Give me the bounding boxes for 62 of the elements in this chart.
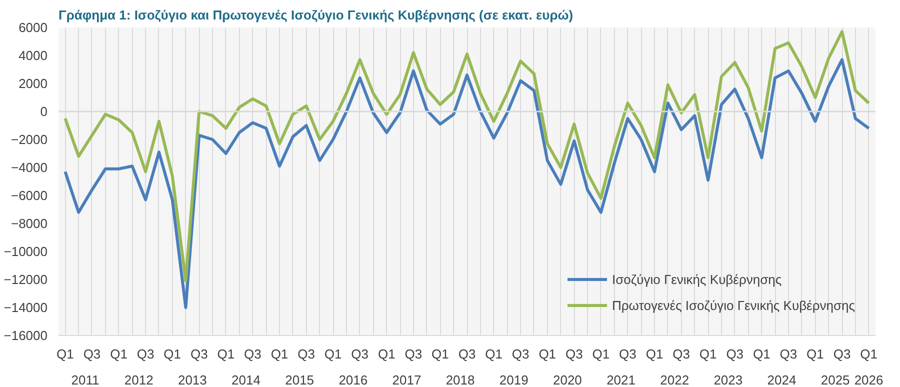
text: 2025 [820,372,850,387]
x-tick-label: Q1 [217,346,235,362]
x-tick-label: Q3 [298,346,315,362]
x-tick-label: Q1 [592,346,610,362]
x-tick-label: Q3 [244,346,262,362]
chart-title: Γράφημα 1: Ισοζύγιο και Πρωτογενές Ισοζύγιο Γενικής Κυβέρνησης (σε εκατ. ευρώ) [58,8,574,22]
x-tick-label: Q3 [351,346,369,362]
x-tick-label: Q1 [324,346,342,362]
text: 2015 [285,372,314,387]
text: 2014 [232,372,260,387]
x-tick-label: Q1 [538,346,556,362]
text: 2023 [714,372,743,387]
text: 2020 [552,372,582,387]
x-tick-label: Q3 [190,346,208,362]
y-tick-label: −14000 [4,300,48,315]
x-tick-label: Q1 [699,346,717,362]
text: 2013 [178,372,207,387]
text: 2022 [660,372,690,387]
x-tick-label: Q3 [136,346,154,362]
x-tick-label: Q3 [672,346,690,362]
text: 2024 [767,372,796,387]
x-tick-label: Q1 [646,346,664,362]
x-tick-label: Q1 [164,346,182,362]
x-tick-label: Q1 [806,346,824,362]
x-tick-label: Q1 [270,346,288,362]
y-tick-label: 4000 [18,48,48,63]
x-tick-label: Q3 [565,346,583,362]
text: 2016 [338,372,368,387]
legend-label: Πρωτογενές Ισοζύγιο Γενικής Κυβέρνησης [612,298,855,312]
x-tick-label: Q3 [619,346,636,362]
y-tick-label: −2000 [10,132,48,147]
x-tick-label: Q3 [833,346,851,362]
y-tick-label: 0 [40,104,48,119]
y-tick-label: 6000 [18,20,48,35]
y-tick-label: −6000 [10,188,48,203]
text: 2011 [71,372,100,387]
x-tick-label: Q1 [378,346,396,362]
x-tick-label: Q3 [780,346,798,362]
y-tick-label: −16000 [4,328,48,343]
y-tick-label: −4000 [10,160,48,175]
x-tick-label: Q3 [83,346,101,362]
x-tick-label: Q1 [860,346,878,362]
text: 2018 [446,372,475,387]
x-tick-label: Q1 [110,346,128,362]
text: 2017 [392,372,422,387]
text: 2021 [606,372,636,387]
text: 2012 [124,372,154,387]
x-tick-label: Q1 [485,346,502,362]
x-tick-label: Q1 [432,346,449,362]
y-tick-label: −12000 [4,272,48,287]
x-tick-label: Q3 [404,346,422,362]
x-tick-label: Q3 [512,346,530,362]
y-tick-label: 2000 [18,76,48,91]
text: 2019 [499,372,528,387]
y-tick-label: −10000 [4,244,48,259]
y-tick-label: −8000 [10,216,48,231]
text: 2026 [854,372,884,387]
legend-label: Ισοζύγιο Γενικής Κυβέρνησης [612,272,782,286]
x-tick-label: Q3 [726,346,744,362]
x-tick-label: Q1 [56,346,74,362]
x-tick-label: Q1 [752,346,770,362]
x-tick-label: Q3 [458,346,476,362]
